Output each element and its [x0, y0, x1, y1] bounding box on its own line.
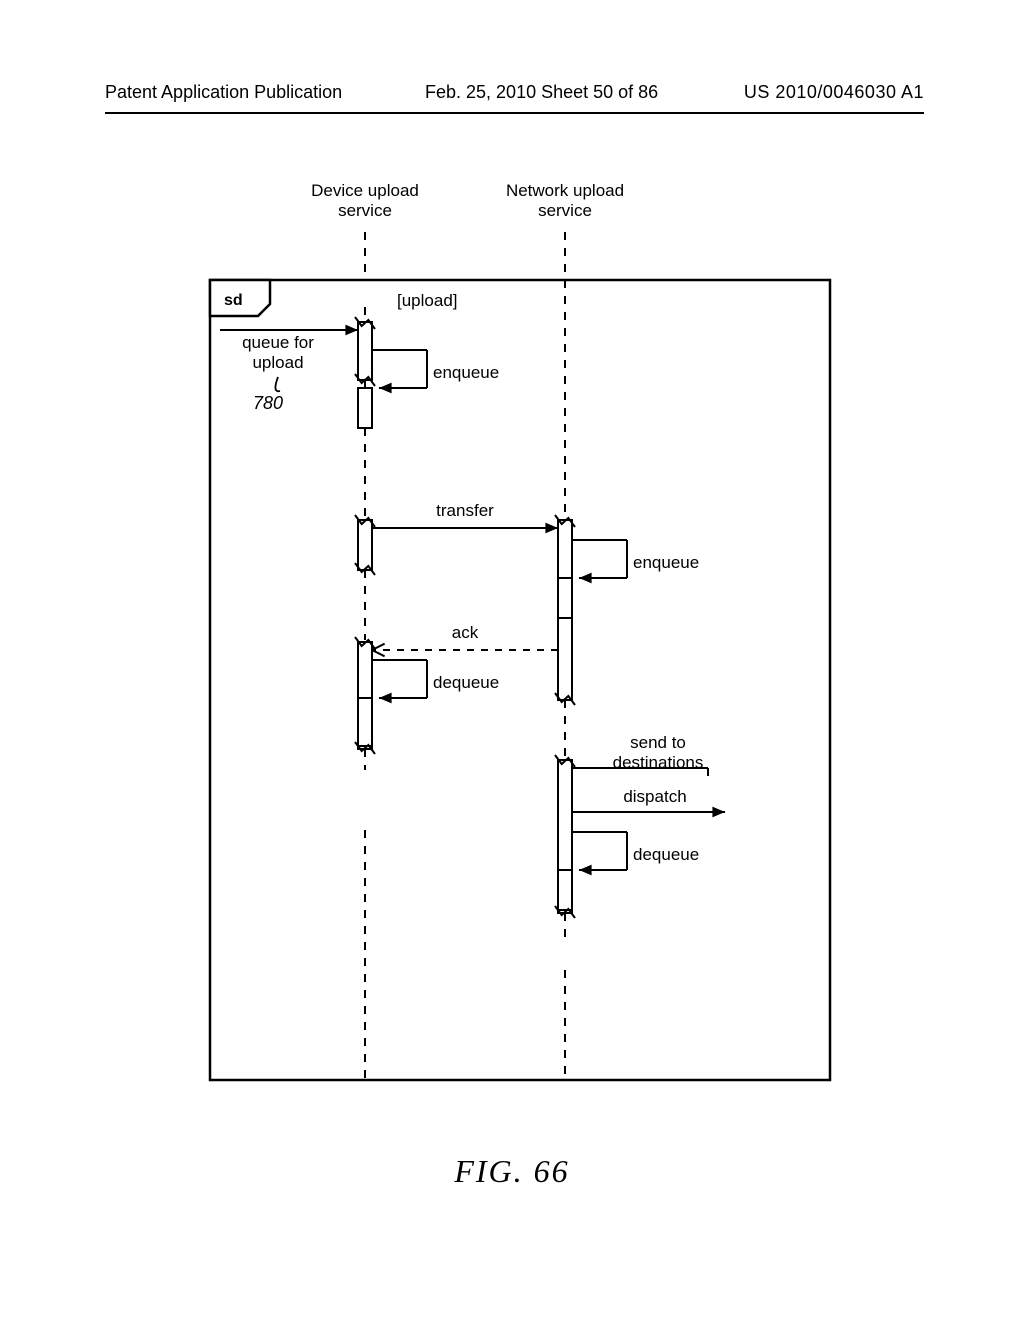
svg-text:service: service [338, 201, 392, 220]
figure-caption: FIG. 66 [0, 1153, 1024, 1190]
svg-text:dequeue: dequeue [433, 673, 499, 692]
svg-text:service: service [538, 201, 592, 220]
header-mid: Feb. 25, 2010 Sheet 50 of 86 [425, 82, 658, 103]
header-rule [105, 112, 924, 114]
header-right: US 2010/0046030 A1 [744, 82, 924, 103]
svg-text:send to: send to [630, 733, 686, 752]
page-header: Patent Application Publication Feb. 25, … [105, 82, 924, 103]
svg-text:Device upload: Device upload [311, 181, 419, 200]
svg-text:sd: sd [224, 292, 243, 309]
svg-text:ack: ack [452, 623, 479, 642]
svg-text:780: 780 [253, 393, 283, 413]
page: Patent Application Publication Feb. 25, … [0, 0, 1024, 1320]
svg-text:queue for: queue for [242, 333, 314, 352]
svg-text:dispatch: dispatch [623, 787, 686, 806]
header-left: Patent Application Publication [105, 82, 342, 103]
svg-text:enqueue: enqueue [633, 553, 699, 572]
svg-text:transfer: transfer [436, 501, 494, 520]
svg-text:enqueue: enqueue [433, 363, 499, 382]
svg-text:[upload]: [upload] [397, 291, 458, 310]
svg-text:dequeue: dequeue [633, 845, 699, 864]
svg-text:destinations: destinations [613, 753, 704, 772]
svg-text:upload: upload [252, 353, 303, 372]
svg-text:Network upload: Network upload [506, 181, 624, 200]
sequence-diagram: Device uploadserviceNetwork uploadservic… [110, 170, 910, 1170]
